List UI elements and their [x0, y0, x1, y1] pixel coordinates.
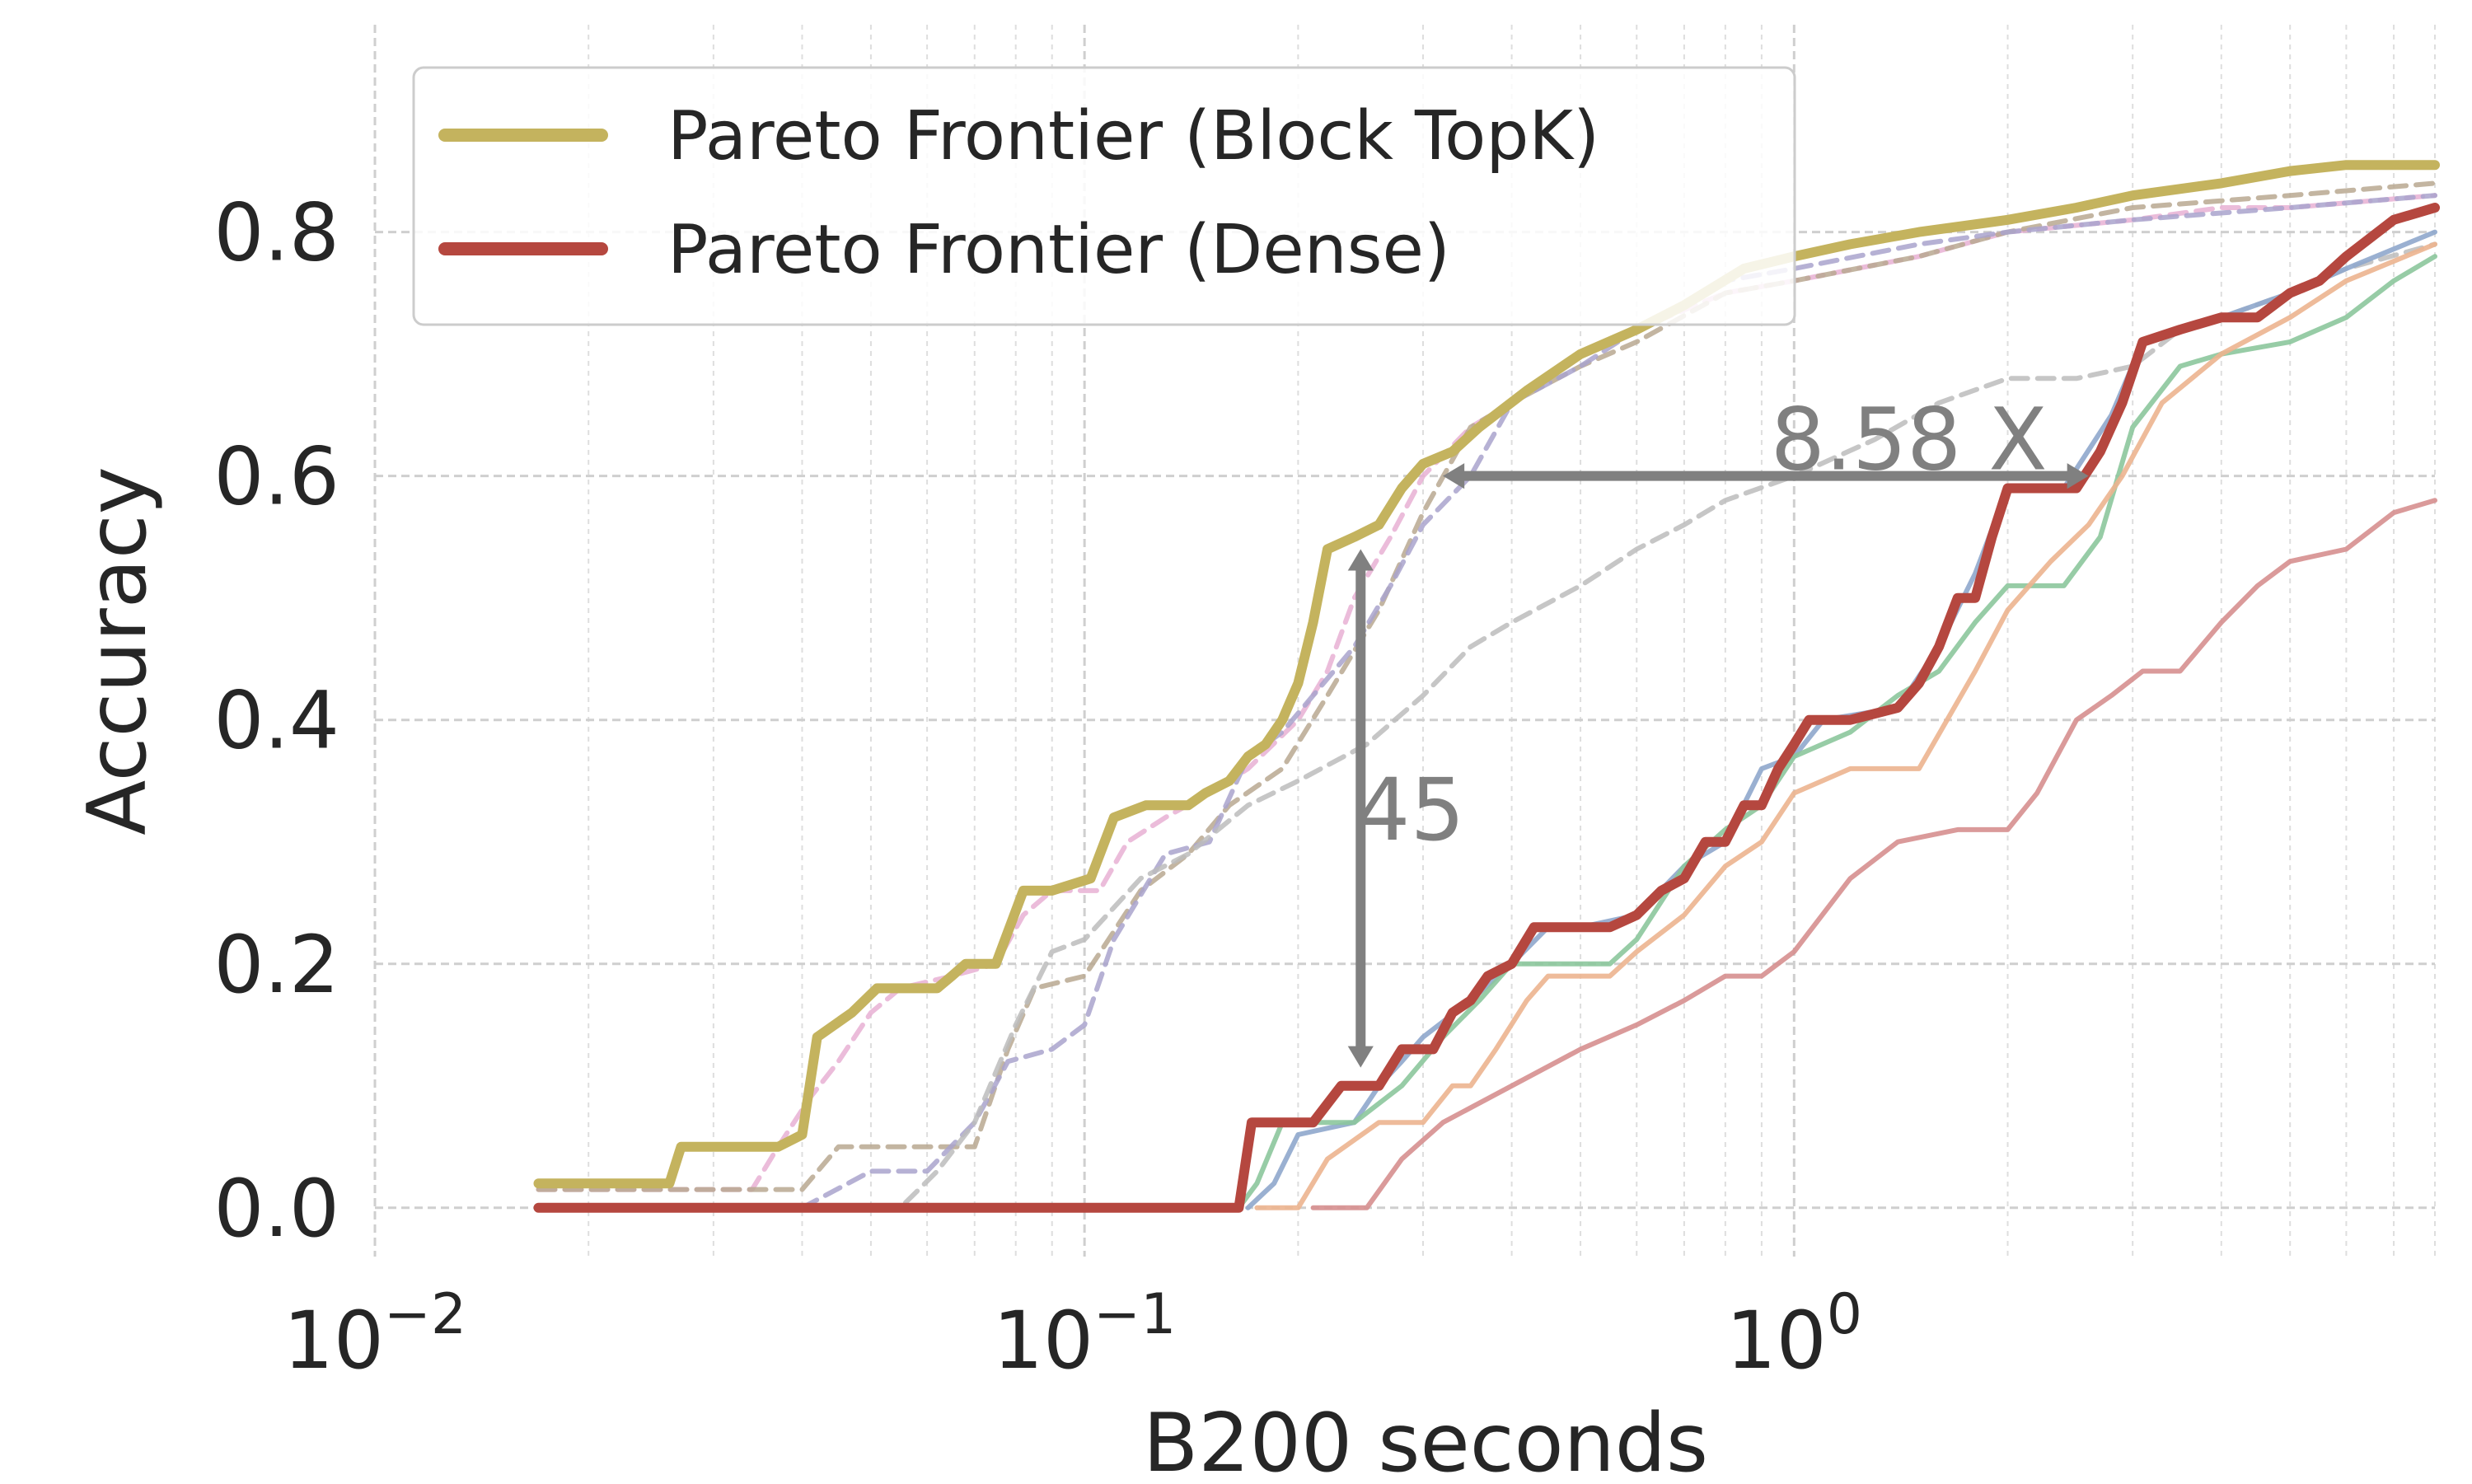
- arrow-head: [2067, 463, 2089, 489]
- frontier-line-0: [533, 160, 2440, 1189]
- y-axis-label: Accuracy: [71, 466, 165, 835]
- y-tick-label: 0.6: [213, 431, 339, 523]
- x-axis-ticks: 10−2 10−1 100: [283, 1282, 1862, 1387]
- x-axis-label: B200 seconds: [1143, 1397, 1708, 1484]
- frontier-line-1: [533, 203, 2440, 1213]
- x-tick-label: 100: [1726, 1282, 1862, 1387]
- legend-box: [412, 66, 1796, 326]
- annotation-speedup: 8.58 X: [1771, 390, 2048, 490]
- configuration-line-8: [1254, 241, 2437, 1210]
- annotation-layer: 45 8.58 X: [1347, 390, 2089, 1068]
- x-tick-label: 10−2: [283, 1282, 466, 1387]
- legend: Pareto Frontier (Block TopK) Pareto Fron…: [412, 66, 1796, 326]
- series-layer: [533, 160, 2440, 1213]
- x-tick-label: 10−1: [993, 1282, 1176, 1387]
- arrow-head: [1347, 549, 1374, 571]
- y-tick-label: 0.8: [213, 187, 339, 279]
- legend-label-dense: Pareto Frontier (Dense): [667, 211, 1450, 289]
- arrow-head: [1443, 463, 1465, 489]
- minor-gridlines: [588, 25, 2436, 1257]
- y-tick-label: 0.4: [213, 675, 339, 767]
- y-axis-ticks: 0.0 0.2 0.4 0.6 0.8: [213, 187, 339, 1255]
- configuration-line-4: [536, 193, 2437, 1210]
- legend-label-block-topk: Pareto Frontier (Block TopK): [667, 97, 1599, 176]
- y-tick-label: 0.0: [213, 1163, 339, 1255]
- configuration-line-9: [1310, 498, 2437, 1210]
- annotation-accuracy-gap: 45: [1355, 760, 1464, 860]
- arrow-head: [1347, 1046, 1374, 1068]
- y-tick-label: 0.2: [213, 919, 339, 1011]
